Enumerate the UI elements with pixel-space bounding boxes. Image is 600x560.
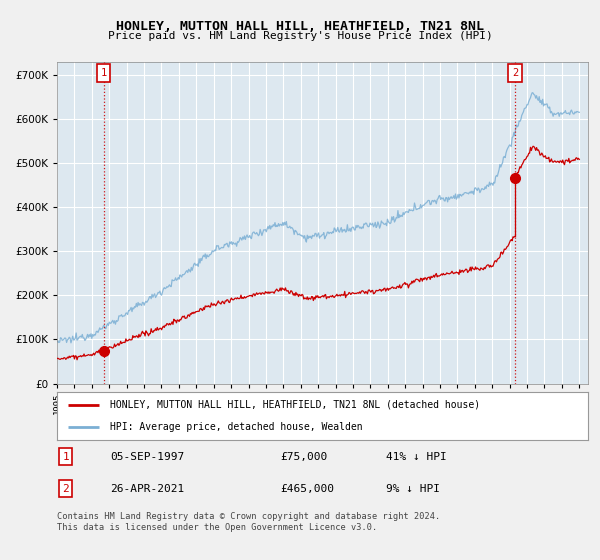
Text: £465,000: £465,000 [280,484,334,494]
Text: HPI: Average price, detached house, Wealden: HPI: Average price, detached house, Weal… [110,422,363,432]
Text: £75,000: £75,000 [280,451,327,461]
Text: 9% ↓ HPI: 9% ↓ HPI [386,484,440,494]
Text: 05-SEP-1997: 05-SEP-1997 [110,451,184,461]
Text: 1: 1 [101,68,107,78]
Text: HONLEY, MUTTON HALL HILL, HEATHFIELD, TN21 8NL: HONLEY, MUTTON HALL HILL, HEATHFIELD, TN… [116,20,484,32]
Text: Price paid vs. HM Land Registry's House Price Index (HPI): Price paid vs. HM Land Registry's House … [107,31,493,41]
Text: 26-APR-2021: 26-APR-2021 [110,484,184,494]
Text: 2: 2 [512,68,518,78]
Text: 2: 2 [62,484,69,494]
Text: 41% ↓ HPI: 41% ↓ HPI [386,451,447,461]
Text: Contains HM Land Registry data © Crown copyright and database right 2024.
This d: Contains HM Land Registry data © Crown c… [57,512,440,532]
Text: HONLEY, MUTTON HALL HILL, HEATHFIELD, TN21 8NL (detached house): HONLEY, MUTTON HALL HILL, HEATHFIELD, TN… [110,400,480,410]
Text: 1: 1 [62,451,69,461]
